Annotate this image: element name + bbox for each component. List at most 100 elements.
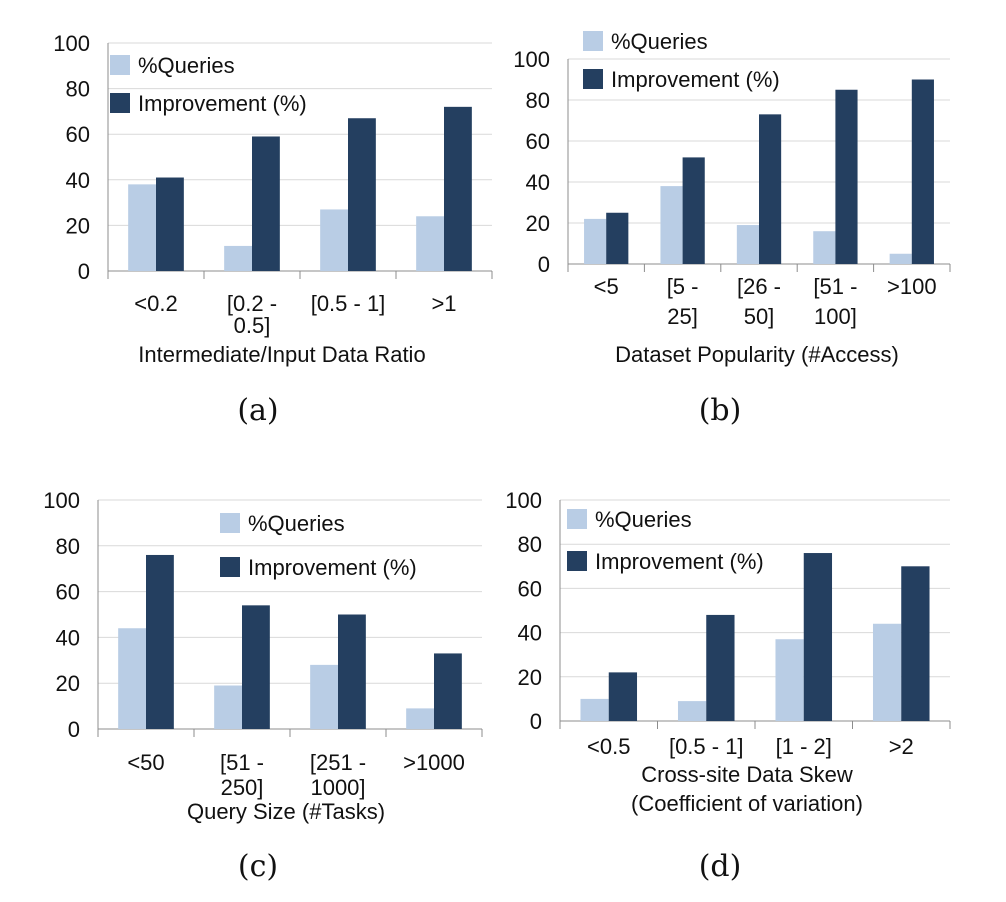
bar-queries bbox=[677, 701, 707, 721]
bar-improvement bbox=[706, 614, 735, 721]
y-tick-label: 60 bbox=[526, 129, 550, 154]
x-tick-label: [5 - bbox=[667, 274, 699, 299]
legend-swatch-improvement bbox=[220, 557, 240, 577]
bar-improvement bbox=[901, 566, 930, 721]
y-tick-label: 20 bbox=[526, 211, 550, 236]
y-tick-label: 80 bbox=[526, 88, 550, 113]
bar-queries bbox=[406, 708, 434, 729]
legend-swatch-improvement bbox=[583, 69, 603, 89]
legend-label: %Queries bbox=[248, 511, 345, 536]
legend-swatch-improvement bbox=[567, 551, 587, 571]
x-axis-title: (Coefficient of variation) bbox=[631, 791, 863, 816]
x-tick-label: 25] bbox=[667, 304, 698, 329]
y-tick-label: 40 bbox=[56, 625, 80, 650]
x-tick-label: >1000 bbox=[403, 750, 465, 775]
bar-improvement bbox=[434, 653, 462, 729]
y-tick-label: 80 bbox=[56, 534, 80, 559]
bar-queries bbox=[660, 186, 683, 264]
y-tick-label: 0 bbox=[538, 252, 550, 277]
x-tick-label: 1000] bbox=[310, 775, 365, 800]
y-tick-label: 0 bbox=[78, 259, 90, 284]
bar-queries bbox=[775, 639, 804, 721]
y-tick-label: 100 bbox=[43, 488, 80, 513]
bar-improvement bbox=[606, 212, 629, 264]
y-tick-label: 100 bbox=[505, 488, 542, 513]
bar-queries bbox=[128, 184, 156, 271]
bar-improvement bbox=[338, 614, 366, 729]
x-tick-label: [1 - 2] bbox=[776, 734, 832, 759]
bar-improvement bbox=[252, 136, 280, 271]
chart-panel-c: 0 20 40 60 80 100 <50 [51 -250] [251 -1000] >1000… bbox=[43, 488, 483, 884]
legend-swatch-queries bbox=[220, 513, 240, 533]
x-axis-title: Cross-site Data Skew bbox=[641, 762, 853, 787]
x-tick-label: 100] bbox=[814, 304, 857, 329]
chart-panel-a: 0 20 40 60 80 100 <0.2 [0.2 -0.5] [0.5 - 1] >1 %Qu… bbox=[53, 31, 493, 428]
x-tick-label: [51 - bbox=[220, 750, 264, 775]
legend-label: %Queries bbox=[138, 53, 235, 78]
x-tick-label: 50] bbox=[744, 304, 775, 329]
bar-improvement bbox=[146, 554, 174, 729]
panel-caption: (b) bbox=[699, 393, 742, 428]
legend-label: Improvement (%) bbox=[595, 549, 764, 574]
y-tick-label: 40 bbox=[518, 621, 542, 646]
y-tick-label: 60 bbox=[66, 122, 90, 147]
x-tick-label: <0.2 bbox=[134, 291, 177, 316]
bar-queries bbox=[118, 628, 146, 729]
x-tick-label: <5 bbox=[594, 274, 619, 299]
y-tick-label: 40 bbox=[66, 168, 90, 193]
panel-caption: (c) bbox=[238, 849, 278, 884]
x-tick-label: 250] bbox=[221, 775, 264, 800]
bar-improvement bbox=[682, 157, 705, 264]
bar-queries bbox=[214, 685, 242, 729]
bar-improvement bbox=[911, 79, 934, 264]
chart-panel-b: 0 20 40 60 80 100 <5 [5 - 25] [26 - 50] [51 - 100] >1… bbox=[513, 29, 951, 428]
x-tick-label: [0.2 - bbox=[227, 291, 277, 316]
bar-queries bbox=[320, 209, 348, 271]
panel-caption: (d) bbox=[699, 849, 742, 884]
y-tick-label: 0 bbox=[530, 709, 542, 734]
x-axis-title: Dataset Popularity (#Access) bbox=[615, 342, 899, 367]
legend-label: Improvement (%) bbox=[248, 555, 417, 580]
y-tick-label: 40 bbox=[526, 170, 550, 195]
x-tick-label: >100 bbox=[887, 274, 937, 299]
legend-swatch-queries bbox=[567, 509, 587, 529]
bar-improvement bbox=[803, 553, 833, 721]
y-tick-label: 20 bbox=[66, 213, 90, 238]
x-tick-label: 0.5] bbox=[234, 313, 271, 338]
bar-improvement bbox=[444, 106, 472, 271]
x-tick-label: [251 - bbox=[310, 750, 366, 775]
chart-panel-d: 0 20 40 60 80 100 <0.5 [0.5 - 1] [1 - 2] >2 %Queri… bbox=[505, 488, 951, 884]
bar-queries bbox=[813, 231, 836, 264]
legend-label: %Queries bbox=[595, 507, 692, 532]
y-tick-label: 80 bbox=[66, 77, 90, 102]
legend-swatch-queries bbox=[110, 55, 130, 75]
y-tick-label: 100 bbox=[513, 47, 550, 72]
bar-queries bbox=[224, 245, 252, 271]
legend-label: Improvement (%) bbox=[138, 91, 307, 116]
y-tick-label: 100 bbox=[53, 31, 90, 56]
bar-improvement bbox=[156, 177, 184, 271]
bar-queries bbox=[872, 623, 902, 721]
bar-improvement bbox=[759, 114, 782, 264]
y-tick-label: 20 bbox=[56, 671, 80, 696]
bar-queries bbox=[416, 216, 444, 271]
legend-swatch-queries bbox=[583, 31, 603, 51]
x-tick-label: <50 bbox=[127, 750, 164, 775]
x-tick-label: >2 bbox=[889, 734, 914, 759]
x-tick-label: [51 - bbox=[813, 274, 857, 299]
legend-swatch-improvement bbox=[110, 93, 130, 113]
x-tick-label: [26 - bbox=[737, 274, 781, 299]
x-axis-title: Intermediate/Input Data Ratio bbox=[138, 342, 425, 367]
x-tick-label: <0.5 bbox=[587, 734, 630, 759]
bar-improvement bbox=[608, 672, 638, 721]
y-tick-label: 0 bbox=[68, 717, 80, 742]
legend-label: %Queries bbox=[611, 29, 708, 54]
bar-queries bbox=[580, 698, 609, 721]
bar-queries bbox=[310, 664, 338, 729]
bar-queries bbox=[889, 253, 912, 264]
x-tick-label: [0.5 - 1] bbox=[311, 291, 386, 316]
bar-queries bbox=[584, 218, 607, 264]
legend-label: Improvement (%) bbox=[611, 67, 780, 92]
bar-improvement bbox=[348, 118, 376, 272]
